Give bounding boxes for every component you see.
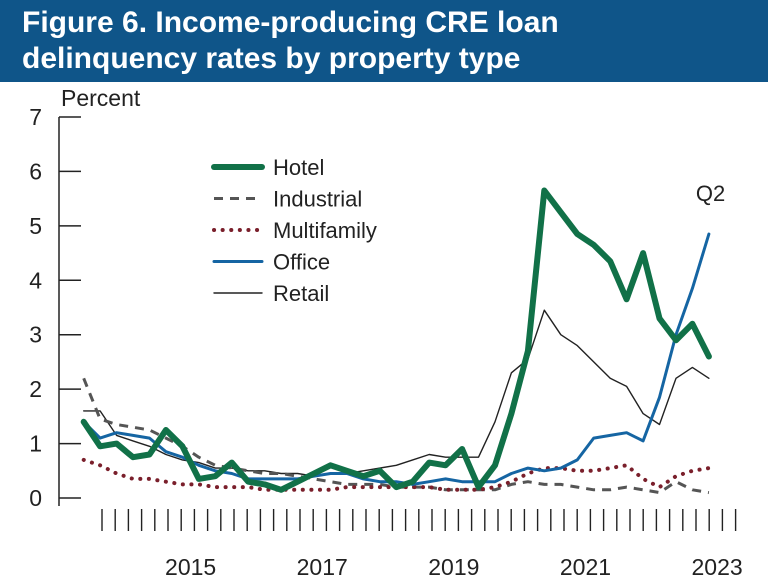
x-tick-label: 2023 (692, 554, 743, 580)
y-tick-label: 6 (29, 158, 42, 184)
legend-label-multifamily: Multifamily (273, 218, 377, 243)
chart-title-line-2: delinquency rates by property type (22, 42, 521, 75)
series-lines (80, 187, 712, 495)
y-tick-label: 0 (29, 485, 42, 511)
y-tick-label: 3 (29, 322, 42, 348)
y-tick-label: 1 (29, 431, 42, 457)
legend-label-industrial: Industrial (273, 187, 362, 212)
series-line-retail (82, 309, 710, 477)
x-tick-label: 2017 (297, 554, 348, 580)
y-tick-label: 2 (29, 376, 42, 402)
legend-label-retail: Retail (273, 281, 329, 306)
legend: Hotel Industrial Multifamily Office Retail (211, 155, 377, 306)
x-tick-label: 2015 (165, 554, 216, 580)
annotations: Q2 (696, 181, 725, 206)
title-bar: Figure 6. Income-producing CRE loan deli… (0, 0, 768, 82)
annotation-label: Q2 (696, 181, 725, 206)
legend-label-office: Office (273, 250, 330, 275)
x-tick-label: 2021 (560, 554, 611, 580)
y-axis-unit-label: Percent (61, 85, 141, 111)
x-axis-ticks: 2015 2017 2019 2021 2023 (101, 509, 743, 580)
y-tick-label: 4 (29, 267, 42, 293)
y-tick-label: 7 (29, 104, 42, 130)
chart-title-line-1: Figure 6. Income-producing CRE loan (22, 6, 559, 39)
x-tick-label: 2019 (428, 554, 479, 580)
series-line-hotel (80, 187, 712, 493)
y-tick-label: 5 (29, 213, 42, 239)
legend-label-hotel: Hotel (273, 155, 324, 180)
y-axis-ticks: 0 1 2 3 4 5 6 7 Percent (29, 85, 141, 511)
